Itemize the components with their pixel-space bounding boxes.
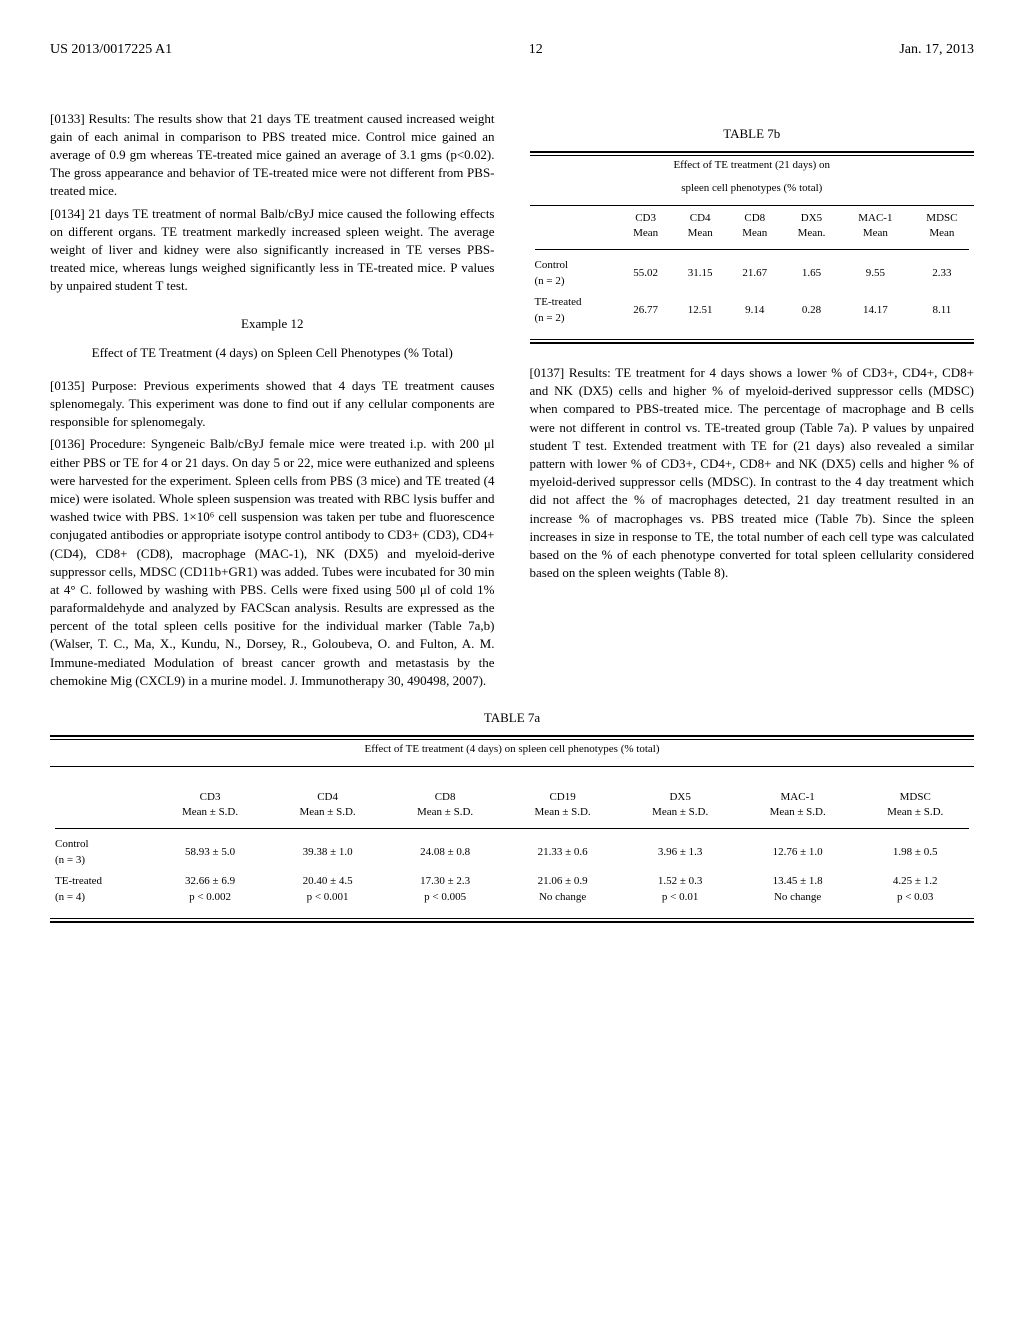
table-cell: 39.38 ± 1.0 xyxy=(269,834,387,871)
publication-date: Jan. 17, 2013 xyxy=(899,40,974,60)
table-rule xyxy=(530,342,975,344)
table-header: CD4Mean xyxy=(673,208,728,245)
row-label: Control xyxy=(55,838,89,850)
table-cell: 9.14 xyxy=(727,292,782,329)
table-row: TE-treated(n = 2) 26.77 12.51 9.14 0.28 … xyxy=(530,292,975,329)
table-cell: 14.17 xyxy=(841,292,910,329)
table-header: DX5Mean. xyxy=(782,208,841,245)
table-cell: 1.98 ± 0.5 xyxy=(856,834,974,871)
table-cell: 17.30 ± 2.3p < 0.005 xyxy=(386,871,504,908)
table-rule xyxy=(530,151,975,153)
table-row: Control (n = 2) 55.02 31.15 21.67 1.65 9.… xyxy=(530,255,975,292)
table-rule xyxy=(50,766,974,767)
para-0136: [0136] Procedure: Syngeneic Balb/cByJ fe… xyxy=(50,435,495,690)
row-sublabel: (n = 2) xyxy=(535,312,565,324)
table-cell: 58.93 ± 5.0 xyxy=(151,834,269,871)
table-rule xyxy=(530,155,975,156)
table-cell: 9.55 xyxy=(841,255,910,292)
table-row: Control (n = 3) 58.93 ± 5.0 39.38 ± 1.0 2… xyxy=(50,834,974,871)
row-label: Control xyxy=(535,259,569,271)
page-number: 12 xyxy=(172,40,899,60)
table-header: CD3Mean xyxy=(618,208,673,245)
table-header: MAC-1Mean ± S.D. xyxy=(739,787,857,824)
table-cell: 20.40 ± 4.5p < 0.001 xyxy=(269,871,387,908)
table7b-caption-l1: Effect of TE treatment (21 days) on xyxy=(530,158,975,173)
table-7a: CD3Mean ± S.D. CD4Mean ± S.D. CD8Mean ± … xyxy=(50,787,974,908)
content-columns: [0133] Results: The results show that 21… xyxy=(50,110,974,694)
table-header: CD8Mean ± S.D. xyxy=(386,787,504,824)
table-cell: 8.11 xyxy=(910,292,974,329)
left-column: [0133] Results: The results show that 21… xyxy=(50,110,495,694)
publication-number: US 2013/0017225 A1 xyxy=(50,40,172,60)
para-0133: [0133] Results: The results show that 21… xyxy=(50,110,495,201)
table-cell: 3.96 ± 1.3 xyxy=(621,834,739,871)
table-cell: 0.28 xyxy=(782,292,841,329)
table-header-row: CD3Mean ± S.D. CD4Mean ± S.D. CD8Mean ± … xyxy=(50,787,974,824)
example-heading: Example 12 xyxy=(50,315,495,333)
table-cell: 32.66 ± 6.9p < 0.002 xyxy=(151,871,269,908)
table-cell: 21.33 ± 0.6 xyxy=(504,834,622,871)
table-cell: 21.06 ± 0.9No change xyxy=(504,871,622,908)
table-cell: 4.25 ± 1.2p < 0.03 xyxy=(856,871,974,908)
table7a-caption: Effect of TE treatment (4 days) on splee… xyxy=(50,742,974,757)
table7a-label: TABLE 7a xyxy=(50,709,974,727)
table-header: MAC-1Mean xyxy=(841,208,910,245)
row-label: TE-treated xyxy=(55,875,102,887)
para-0134: [0134] 21 days TE treatment of normal Ba… xyxy=(50,205,495,296)
table7b-caption-l2: spleen cell phenotypes (% total) xyxy=(530,181,975,196)
table7b-label: TABLE 7b xyxy=(530,125,975,143)
table-cell: 12.51 xyxy=(673,292,728,329)
para-0137: [0137] Results: TE treatment for 4 days … xyxy=(530,364,975,582)
table-header: MDSCMean ± S.D. xyxy=(856,787,974,824)
table-7b: CD3Mean CD4Mean CD8Mean DX5Mean. MAC-1Me… xyxy=(530,208,975,329)
table-cell: 21.67 xyxy=(727,255,782,292)
right-column: TABLE 7b Effect of TE treatment (21 days… xyxy=(530,110,975,694)
table-cell: 2.33 xyxy=(910,255,974,292)
table-cell: 1.52 ± 0.3p < 0.01 xyxy=(621,871,739,908)
table-header: DX5Mean ± S.D. xyxy=(621,787,739,824)
para-0135: [0135] Purpose: Previous experiments sho… xyxy=(50,377,495,432)
row-sublabel: (n = 4) xyxy=(55,891,85,903)
table-cell: 31.15 xyxy=(673,255,728,292)
table-cell: 26.77 xyxy=(618,292,673,329)
row-label: TE-treated xyxy=(535,296,582,308)
table-header: CD3Mean ± S.D. xyxy=(151,787,269,824)
table-rule xyxy=(530,205,975,206)
table-header-row: CD3Mean CD4Mean CD8Mean DX5Mean. MAC-1Me… xyxy=(530,208,975,245)
table-header: CD4Mean ± S.D. xyxy=(269,787,387,824)
table-cell: 1.65 xyxy=(782,255,841,292)
table-header: MDSCMean xyxy=(910,208,974,245)
table-cell: 12.76 ± 1.0 xyxy=(739,834,857,871)
row-sublabel: (n = 2) xyxy=(535,275,565,287)
table-rule xyxy=(50,921,974,923)
page-header: US 2013/0017225 A1 12 Jan. 17, 2013 xyxy=(50,40,974,60)
table-header: CD19Mean ± S.D. xyxy=(504,787,622,824)
row-sublabel: (n = 3) xyxy=(55,854,85,866)
table-cell: 55.02 xyxy=(618,255,673,292)
table-cell: 24.08 ± 0.8 xyxy=(386,834,504,871)
table-rule xyxy=(50,739,974,740)
table-header: CD8Mean xyxy=(727,208,782,245)
table-row: TE-treated (n = 4) 32.66 ± 6.9p < 0.002 2… xyxy=(50,871,974,908)
table-cell: 13.45 ± 1.8No change xyxy=(739,871,857,908)
table-rule xyxy=(50,918,974,919)
table-rule xyxy=(50,735,974,737)
example-title: Effect of TE Treatment (4 days) on Splee… xyxy=(50,344,495,362)
table-rule xyxy=(530,339,975,340)
